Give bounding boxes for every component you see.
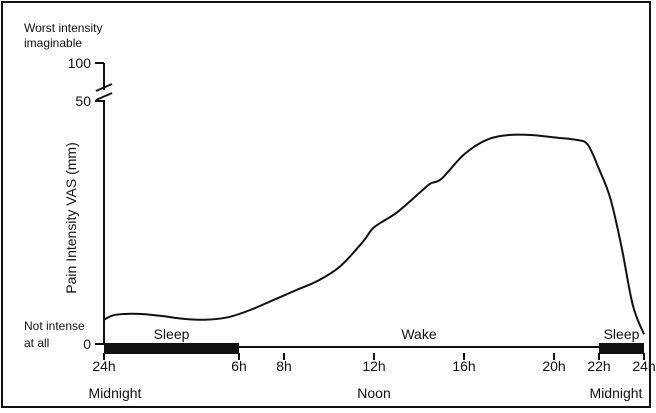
y-tick-label: 100 [68, 55, 92, 71]
chart-frame [1, 1, 651, 408]
sleep-bar [599, 343, 644, 354]
period-label: Sleep [604, 326, 640, 342]
x-tick-label: 16h [452, 358, 475, 374]
x-sublabel: Midnight [89, 385, 142, 401]
period-label: Sleep [154, 326, 190, 342]
x-tick-label: 12h [362, 358, 385, 374]
x-tick-label: 24h [92, 358, 115, 374]
sleep-bar [104, 343, 239, 354]
y-tick-label: 50 [75, 93, 91, 109]
sleep-wake-bar: Sleep Wake Sleep [104, 326, 644, 354]
y-ticks: 0 50 100 [68, 55, 104, 352]
x-tick-label: 22h [587, 358, 610, 374]
x-tick-label: 20h [542, 358, 565, 374]
x-tick-label: 24h [632, 358, 655, 374]
y-bottom-annotation-line-2: at all [24, 336, 49, 350]
y-axis-title: Pain Intensity VAS (mm) [63, 142, 79, 293]
y-bottom-annotation-line-1: Not intense [24, 319, 85, 333]
y-axis-break-mark-2 [95, 92, 113, 101]
x-ticks: 24h 6h 8h 12h 16h 20h 22h 24h Midnight Noon Midnig… [89, 353, 656, 401]
x-tick-label: 6h [231, 358, 247, 374]
x-tick-label: 8h [276, 358, 292, 374]
x-sublabel: Noon [357, 385, 390, 401]
x-sublabel: Midnight [590, 385, 643, 401]
pain-intensity-line [103, 133, 645, 335]
y-tick-label: 0 [83, 336, 91, 352]
period-label: Wake [401, 326, 436, 342]
y-top-annotation-line-2: imaginable [24, 36, 82, 50]
y-axis-break-mark-1 [95, 83, 113, 92]
y-top-annotation-line-1: Worst intensity [24, 21, 102, 35]
